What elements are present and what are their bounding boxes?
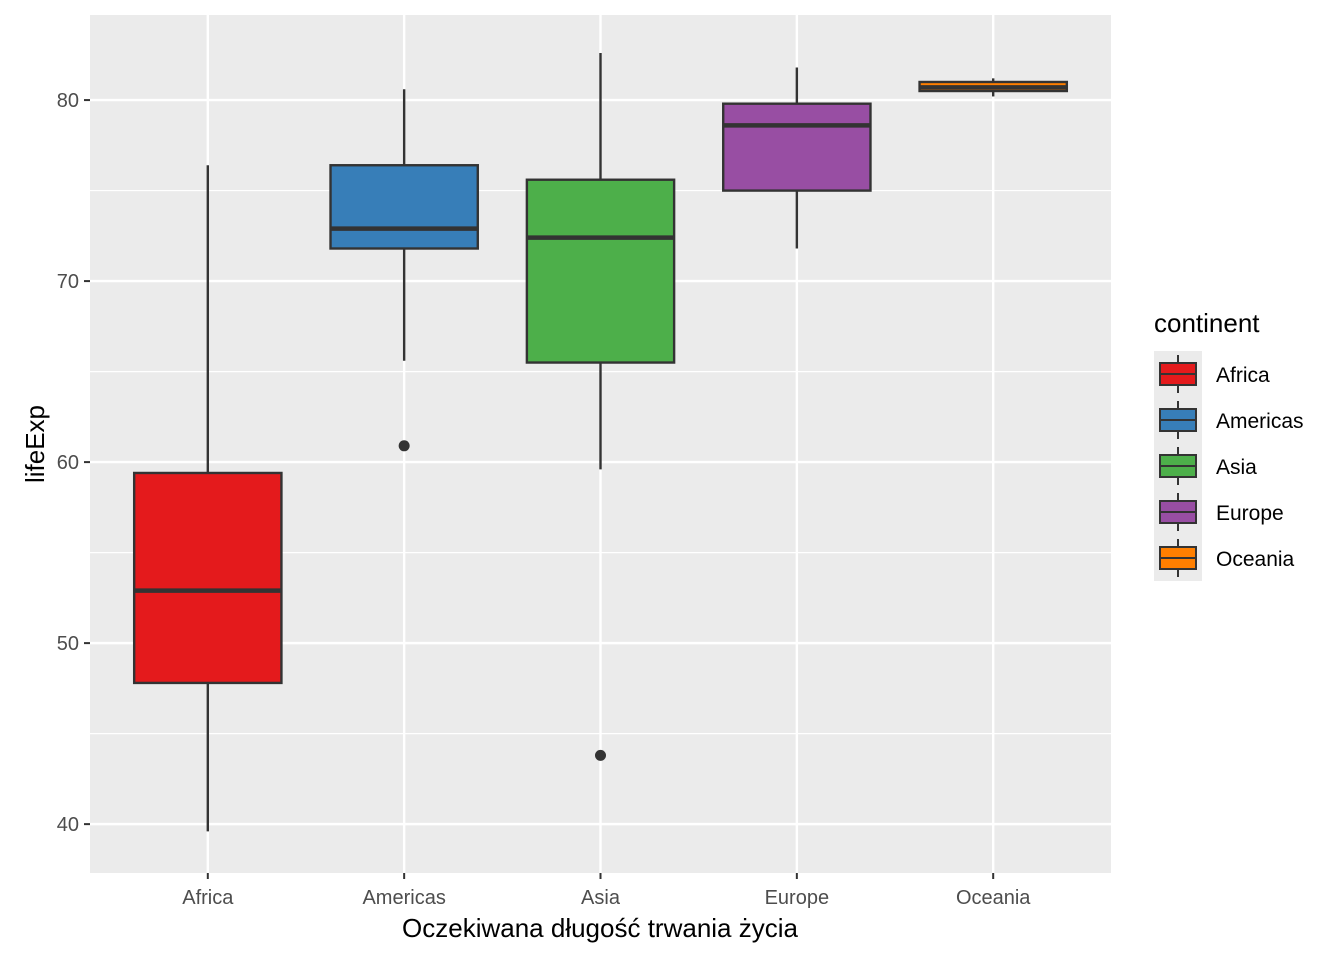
x-axis: Africa Americas Asia Europe Oceania (182, 873, 1031, 909)
y-tick-label: 80 (57, 90, 79, 112)
box-body (329, 164, 479, 250)
legend-items: Africa Americas Asia Europe Oceania (1159, 355, 1304, 577)
legend-item-americas: Americas (1159, 401, 1304, 439)
x-tick-label: Europe (765, 887, 830, 909)
legend-label: Oceania (1216, 548, 1295, 571)
legend-item-africa: Africa (1159, 355, 1270, 393)
box-body (722, 102, 872, 192)
legend-label: Africa (1216, 364, 1270, 387)
legend-item-europe: Europe (1159, 493, 1284, 531)
box-oceania (918, 78, 1069, 97)
y-tick-label: 60 (57, 452, 79, 474)
y-tick-label: 40 (57, 814, 79, 836)
x-tick-label: Asia (581, 887, 621, 909)
x-tick-label: Africa (182, 887, 234, 909)
y-axis-title: lifeExp (20, 405, 50, 483)
box-americas (329, 89, 479, 452)
legend-item-oceania: Oceania (1159, 539, 1295, 577)
legend-item-asia: Asia (1159, 447, 1257, 485)
box-africa (132, 165, 283, 832)
boxes (132, 53, 1069, 832)
outlier-point (398, 440, 410, 452)
box-body (132, 471, 283, 685)
outlier-point (595, 749, 606, 761)
x-tick-label: Americas (362, 887, 445, 909)
legend-label: Americas (1216, 410, 1304, 433)
legend-title: continent (1154, 308, 1260, 338)
box-asia (525, 53, 676, 761)
x-tick-label: Oceania (956, 887, 1031, 909)
y-axis: 40 50 60 70 80 (57, 90, 90, 836)
legend: continent Africa Americas Asia Europe Oceani… (1154, 308, 1304, 581)
box-body (525, 178, 676, 364)
x-axis-title: Oczekiwana długość trwania życia (402, 913, 798, 943)
legend-label: Europe (1216, 502, 1284, 525)
box-europe (722, 67, 872, 249)
legend-label: Asia (1216, 456, 1257, 479)
y-tick-label: 50 (57, 633, 79, 655)
y-tick-label: 70 (57, 271, 79, 293)
